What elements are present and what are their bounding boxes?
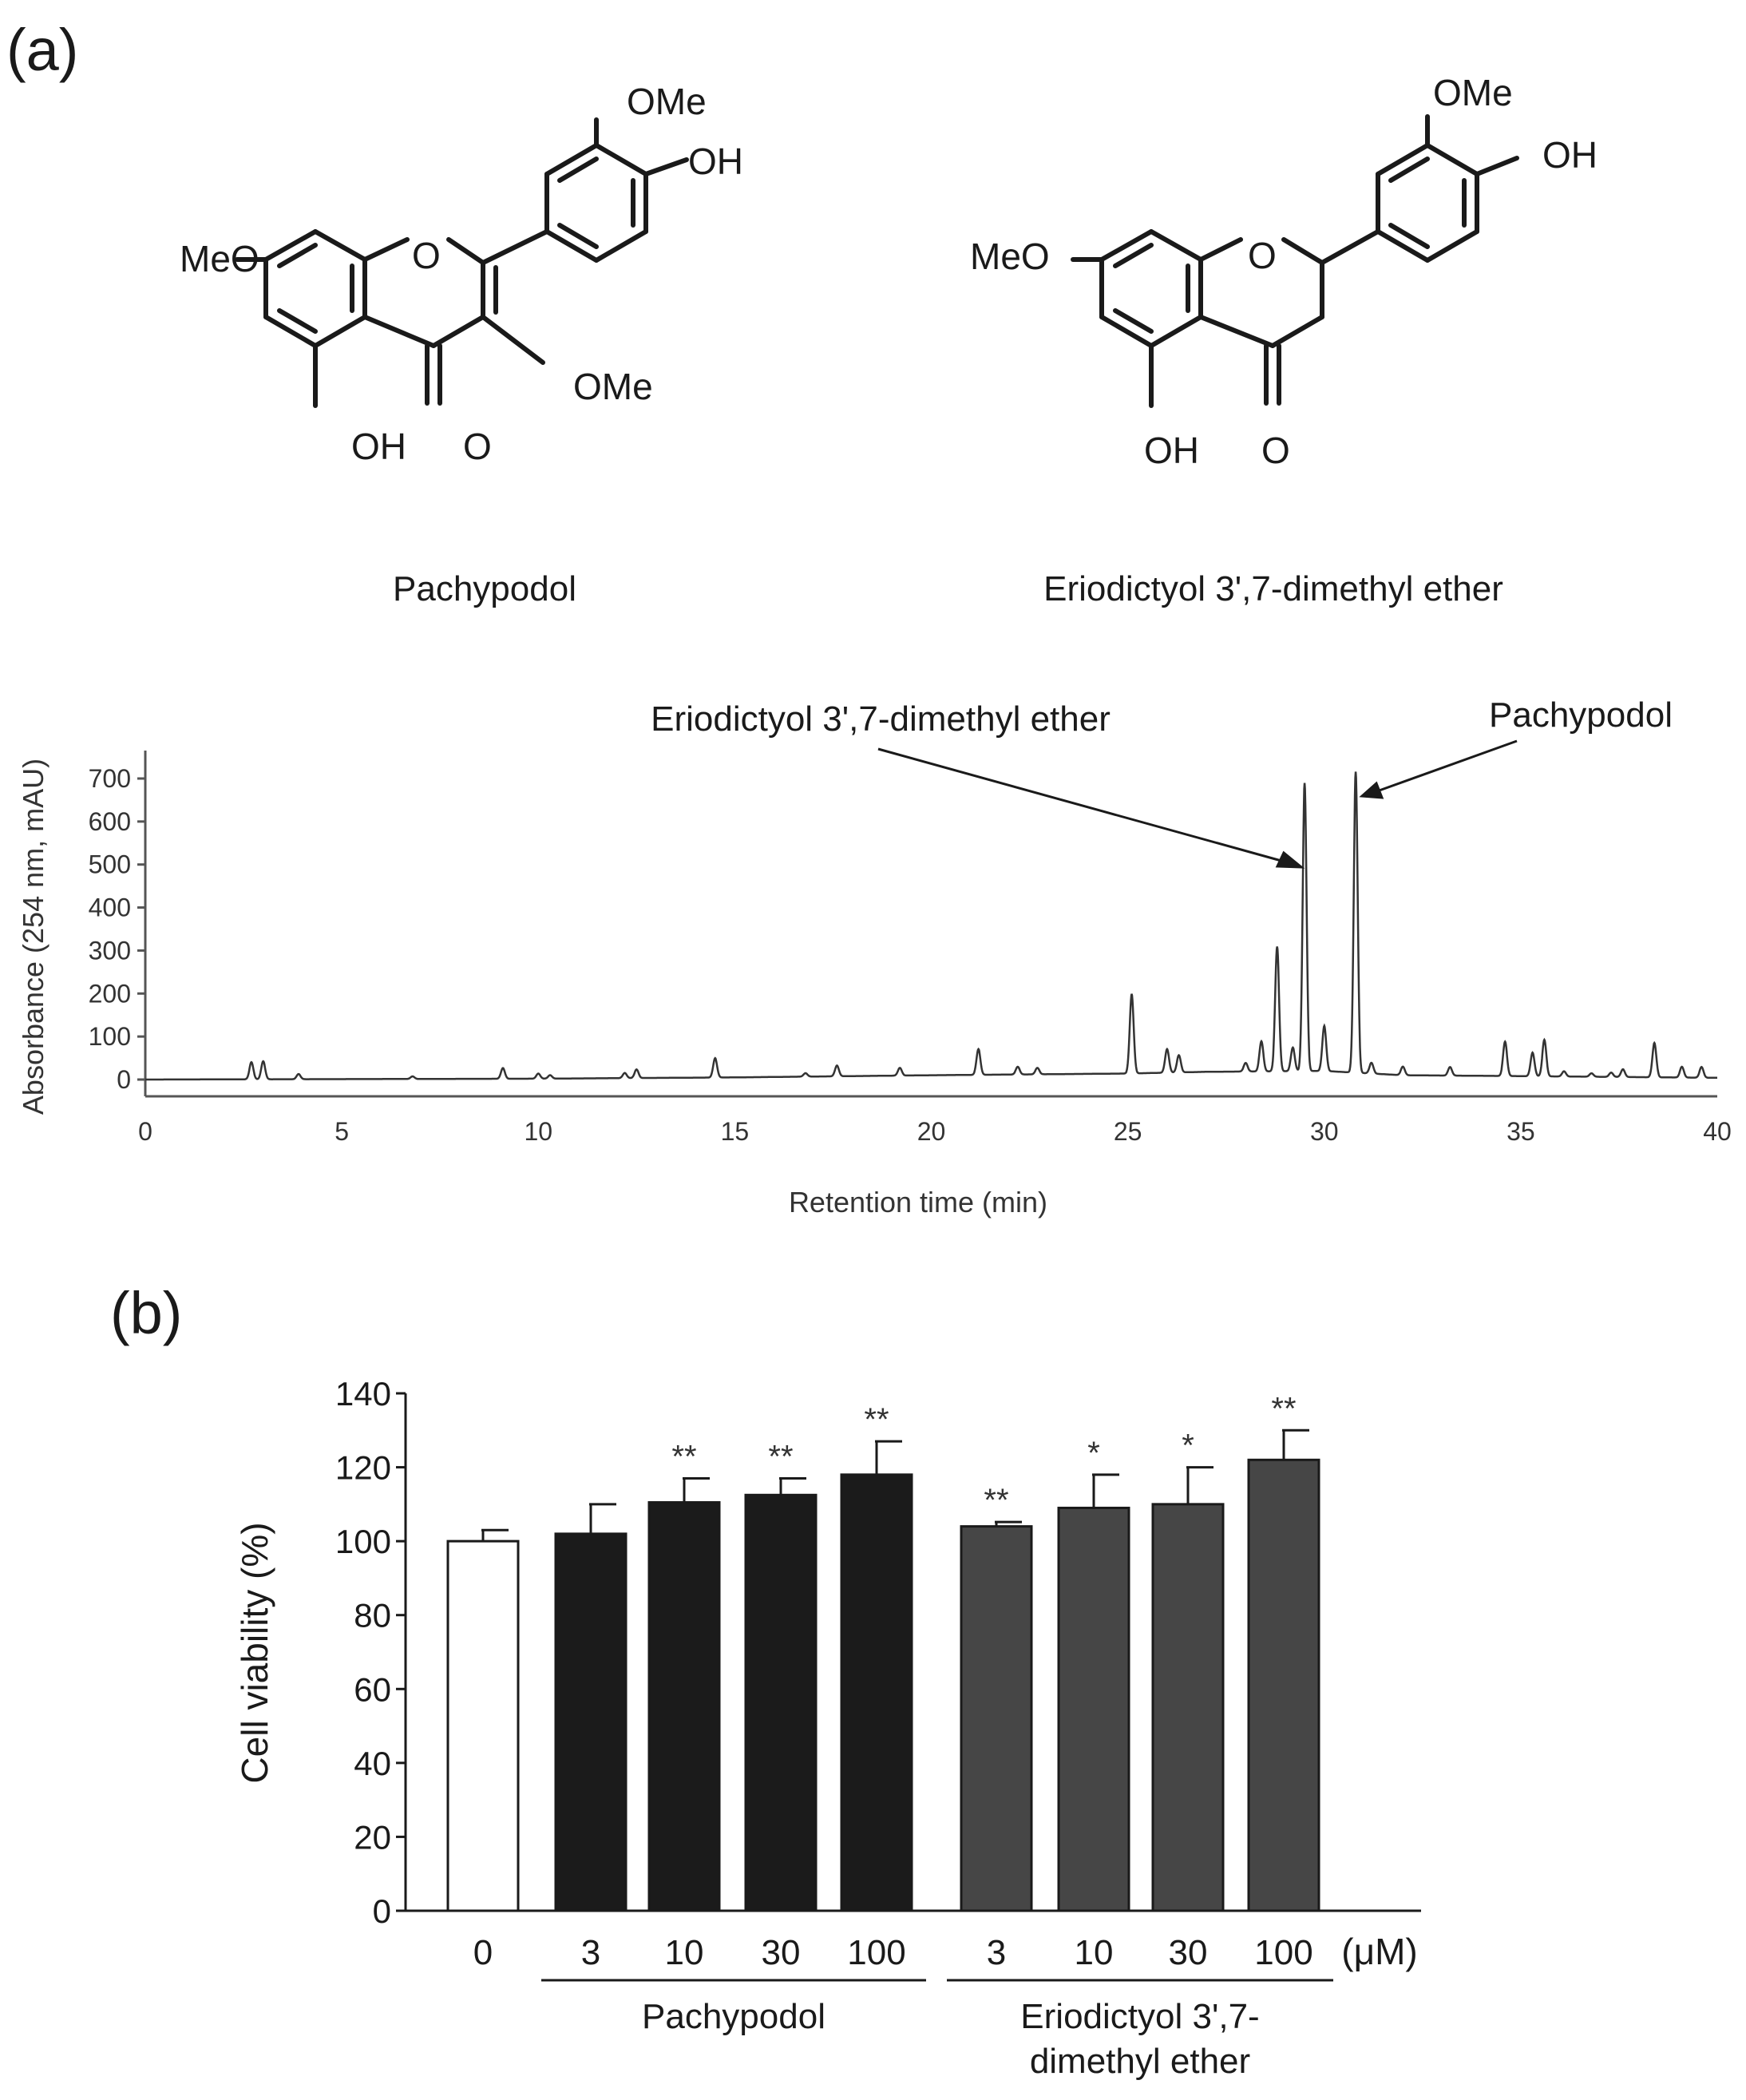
chromatogram-y-tick-label: 400 (89, 893, 131, 922)
significance-mark: * (1087, 1436, 1100, 1471)
bar (554, 1532, 628, 1912)
meo-left-label: MeO (970, 236, 1050, 277)
chromatogram-y-tick-label: 500 (89, 850, 131, 879)
bar-category-label: 3 (581, 1933, 600, 1972)
pachypodol-structure (235, 117, 689, 408)
bar (840, 1473, 913, 1912)
annotation-pachypodol-label: Pachypodol (1489, 695, 1673, 735)
eriodictyol-structure (1071, 114, 1519, 408)
chromatogram-x-tick-label: 15 (721, 1117, 750, 1146)
oh-right-label: OH (688, 141, 743, 182)
chromatogram-trace (145, 771, 1717, 1081)
bar-category-label: 100 (1254, 1933, 1312, 1972)
chromatogram-y-label: Absorbance (254 nm, mAU) (17, 759, 49, 1115)
oh-bottom-label: OH (351, 426, 406, 467)
significance-mark: * (1182, 1428, 1194, 1464)
bar (1057, 1506, 1130, 1912)
bar-category-label: 30 (762, 1933, 801, 1972)
bar-category-label: 0 (473, 1933, 493, 1972)
bar-y-label: Cell viability (%) (234, 1522, 275, 1783)
chromatogram-y-tick-label: 600 (89, 807, 131, 836)
oh-right-label: OH (1542, 134, 1598, 176)
chromatogram-y-tick-label: 200 (89, 979, 131, 1008)
chromatogram-y-tick-label: 700 (89, 764, 131, 793)
bar-y-tick-label: 40 (354, 1745, 391, 1782)
bar-category-label: 100 (847, 1933, 905, 1972)
chromatogram-x-tick-label: 5 (335, 1117, 349, 1146)
bar-y-tick-label: 20 (354, 1818, 391, 1856)
panel-a-label: (a) (6, 17, 78, 83)
group-label: dimethyl ether (1030, 2042, 1250, 2081)
bar-y-tick-label: 60 (354, 1670, 391, 1708)
ome-top-label: OMe (1433, 72, 1513, 113)
arrowhead-eriodictyol (1275, 850, 1305, 869)
arrow-pachypodol (1374, 739, 1518, 794)
significance-mark: ** (864, 1402, 889, 1437)
arrow-eriodictyol (877, 747, 1288, 864)
ome-c3-label: OMe (573, 366, 653, 407)
bar-y-tick-label: 120 (335, 1449, 391, 1487)
bar (1151, 1503, 1225, 1912)
carbonyl-o-label: O (1261, 430, 1290, 471)
annotation-eriodictyol-label: Eriodictyol 3',7-dimethyl ether (651, 699, 1111, 739)
group-label: Pachypodol (642, 1997, 825, 2036)
bar-y-tick-label: 140 (335, 1375, 391, 1413)
bar (446, 1539, 520, 1912)
bar-category-label: 3 (987, 1933, 1006, 1972)
ome-top-label: OMe (627, 81, 707, 122)
carbonyl-o-label: O (463, 426, 492, 467)
chromatogram-x-tick-label: 10 (524, 1117, 552, 1146)
eriodictyol-atom-labels: OMe OH MeO O OH O (970, 72, 1598, 471)
chromatogram-x-tick-label: 0 (138, 1117, 152, 1146)
meo-left-label: MeO (180, 238, 259, 279)
chromatogram-y-tick-label: 100 (89, 1022, 131, 1051)
pachypodol-caption: Pachypodol (393, 569, 576, 608)
ring-o-label: O (412, 235, 441, 276)
bar (647, 1501, 721, 1912)
bar-y-tick-label: 0 (373, 1892, 391, 1930)
chromatogram-y-tick-label: 300 (89, 936, 131, 965)
annotation-arrows (877, 739, 1518, 869)
group-label: Eriodictyol 3',7- (1020, 1997, 1259, 2036)
chromatogram-y-tick-label: 0 (117, 1065, 131, 1094)
bar (960, 1525, 1033, 1912)
chromatogram-x-tick-label: 35 (1506, 1117, 1535, 1146)
chromatogram-x-tick-label: 20 (917, 1117, 946, 1146)
pachypodol-atom-labels: OMe OH MeO O OMe OH O (180, 81, 743, 467)
chromatogram-x-tick-label: 40 (1703, 1117, 1732, 1146)
chromatogram-x-label: Retention time (min) (789, 1186, 1047, 1218)
bar-category-label: 10 (1075, 1933, 1114, 1972)
arrowhead-pachypodol (1359, 781, 1384, 799)
chromatogram-x-tick-label: 25 (1114, 1117, 1142, 1146)
chromatogram-x-tick-label: 30 (1310, 1117, 1339, 1146)
bar-y-tick-label: 80 (354, 1597, 391, 1634)
significance-mark: ** (1271, 1391, 1296, 1426)
significance-mark: ** (671, 1439, 696, 1474)
viability-bar-chart: 0 20 40 60 80 100 120 140 0 3 ** 10 ** 30 ** 100 ** 3 * 10… (234, 1375, 1421, 2081)
bar-category-label: 10 (665, 1933, 704, 1972)
unit-label: (μM) (1341, 1931, 1417, 1972)
significance-mark: ** (768, 1439, 793, 1474)
oh-bottom-label: OH (1144, 430, 1199, 471)
significance-mark: ** (984, 1483, 1008, 1518)
bar-category-label: 30 (1169, 1933, 1208, 1972)
ring-o-label: O (1248, 235, 1277, 276)
panel-b-label: (b) (110, 1280, 182, 1346)
eriodictyol-caption: Eriodictyol 3',7-dimethyl ether (1043, 569, 1503, 608)
bar (1247, 1458, 1320, 1912)
bar (744, 1493, 818, 1912)
bar-y-tick-label: 100 (335, 1523, 391, 1560)
